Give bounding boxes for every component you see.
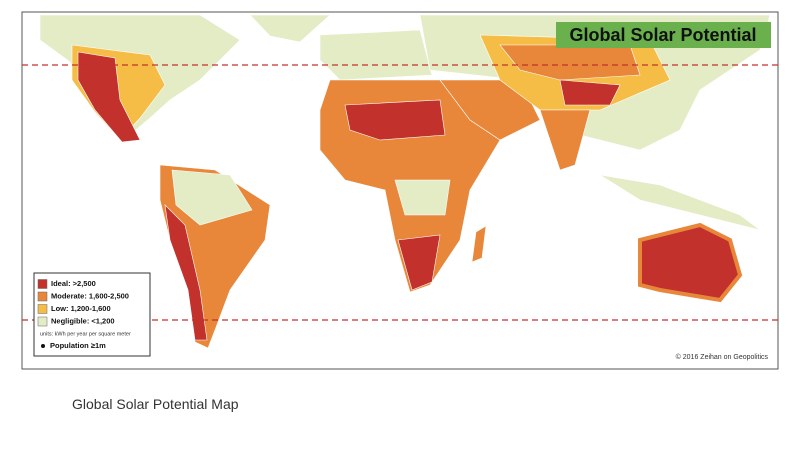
population-dot: [41, 344, 45, 348]
credit: © 2016 Zeihan on Geopolitics: [676, 353, 769, 361]
legend-swatch: [37, 279, 48, 289]
legend-box: [33, 272, 151, 357]
legend-population: Population ≥1m: [50, 341, 106, 350]
title-box: [556, 22, 771, 48]
legend-label: Negligible: <1,200: [51, 316, 115, 325]
legend-swatch: [37, 291, 48, 302]
legend-label: Low: 1,200-1,600: [51, 304, 111, 313]
map-title: Global Solar Potential: [569, 25, 756, 45]
legend-label: Ideal: >2,500: [51, 279, 96, 288]
legend-units: units: kWh per year per square meter: [40, 331, 131, 337]
land: [39, 14, 771, 349]
legend-swatch: [37, 304, 48, 314]
legend-label: Moderate: 1,600-2,500: [51, 291, 129, 300]
legend: Ideal: >2,500 Moderate: 1,600-2,500 Low: 1…: [37, 279, 129, 327]
map: Global Solar Potential Ideal: >2,500 Mode…: [21, 11, 779, 370]
legend-swatch: [37, 316, 48, 327]
caption: Global Solar Potential Map: [72, 396, 239, 412]
